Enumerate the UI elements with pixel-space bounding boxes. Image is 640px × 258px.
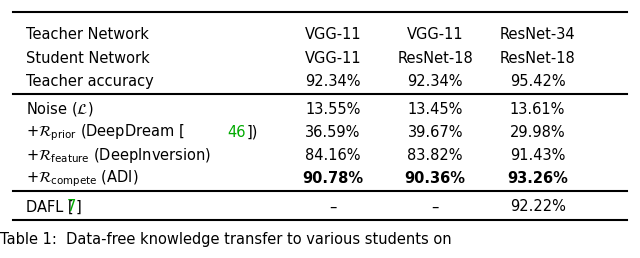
Text: 95.42%: 95.42% <box>510 74 565 89</box>
Text: 7: 7 <box>67 199 77 214</box>
Text: Table 1:  Data-free knowledge transfer to various students on: Table 1: Data-free knowledge transfer to… <box>0 232 452 247</box>
Text: –: – <box>329 199 337 214</box>
Text: 29.98%: 29.98% <box>510 125 565 140</box>
Text: $+\mathcal{R}_{\mathrm{feature}}$ (DeepInversion): $+\mathcal{R}_{\mathrm{feature}}$ (DeepI… <box>26 146 211 165</box>
Text: ]): ]) <box>246 125 258 140</box>
Text: DAFL [: DAFL [ <box>26 199 73 214</box>
Text: ]: ] <box>76 199 81 214</box>
Text: 92.34%: 92.34% <box>305 74 360 89</box>
Text: 92.22%: 92.22% <box>509 199 566 214</box>
Text: 83.82%: 83.82% <box>408 148 463 163</box>
Text: Student Network: Student Network <box>26 51 149 66</box>
Text: 36.59%: 36.59% <box>305 125 360 140</box>
Text: $+\mathcal{R}_{\mathrm{compete}}$ (ADI): $+\mathcal{R}_{\mathrm{compete}}$ (ADI) <box>26 168 138 189</box>
Text: 92.34%: 92.34% <box>408 74 463 89</box>
Text: VGG-11: VGG-11 <box>305 51 361 66</box>
Text: 13.45%: 13.45% <box>408 102 463 117</box>
Text: 91.43%: 91.43% <box>510 148 565 163</box>
Text: 90.78%: 90.78% <box>302 171 364 186</box>
Text: ResNet-34: ResNet-34 <box>500 27 575 42</box>
Text: –: – <box>431 199 439 214</box>
Text: 13.55%: 13.55% <box>305 102 360 117</box>
Text: 90.36%: 90.36% <box>404 171 466 186</box>
Text: 93.26%: 93.26% <box>507 171 568 186</box>
Text: ResNet-18: ResNet-18 <box>500 51 575 66</box>
Text: Teacher Network: Teacher Network <box>26 27 148 42</box>
Text: 84.16%: 84.16% <box>305 148 360 163</box>
Text: $+\mathcal{R}_{\mathrm{prior}}$ (DeepDream [: $+\mathcal{R}_{\mathrm{prior}}$ (DeepDre… <box>26 122 184 143</box>
Text: 39.67%: 39.67% <box>408 125 463 140</box>
Text: Noise ($\mathcal{L}$): Noise ($\mathcal{L}$) <box>26 100 93 118</box>
Text: VGG-11: VGG-11 <box>305 27 361 42</box>
Text: VGG-11: VGG-11 <box>407 27 463 42</box>
Text: 46: 46 <box>227 125 246 140</box>
Text: ResNet-18: ResNet-18 <box>397 51 473 66</box>
Text: 13.61%: 13.61% <box>510 102 565 117</box>
Text: Teacher accuracy: Teacher accuracy <box>26 74 154 89</box>
